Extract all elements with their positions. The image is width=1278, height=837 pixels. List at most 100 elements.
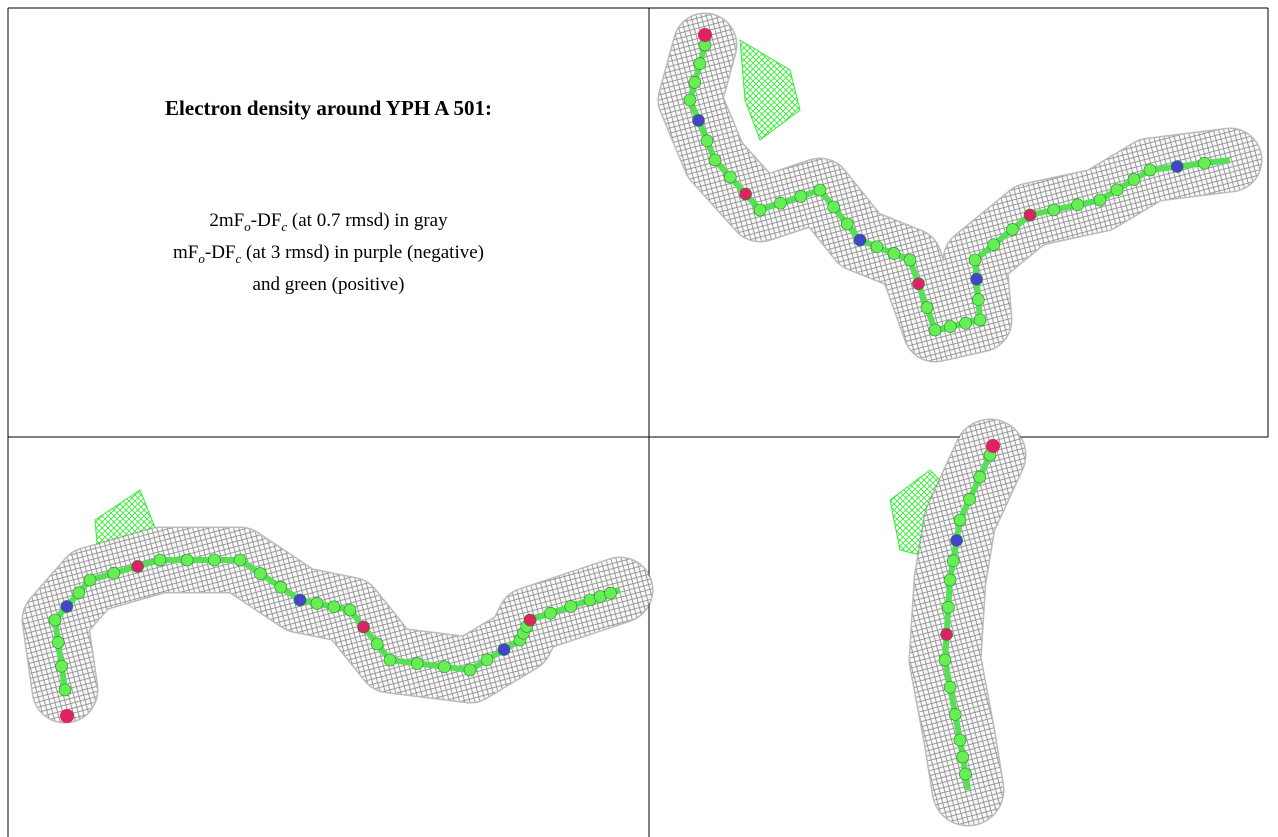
atom bbox=[1023, 208, 1037, 222]
atom bbox=[698, 28, 712, 42]
atom bbox=[497, 643, 511, 656]
legend-text: (at 0.7 rmsd) in gray bbox=[287, 210, 448, 231]
legend-text: -DF bbox=[204, 241, 236, 263]
subscript: o bbox=[244, 218, 251, 234]
atom bbox=[1047, 203, 1061, 217]
atom bbox=[310, 597, 324, 610]
atom bbox=[968, 253, 982, 267]
atom bbox=[463, 663, 477, 677]
atom bbox=[1198, 156, 1211, 170]
atom bbox=[60, 709, 74, 723]
atom bbox=[940, 628, 953, 641]
atom bbox=[604, 586, 617, 600]
atom bbox=[973, 470, 987, 484]
atom bbox=[688, 76, 702, 89]
atom bbox=[870, 240, 884, 254]
atom bbox=[131, 560, 144, 573]
atom bbox=[723, 170, 737, 184]
atom bbox=[107, 566, 121, 580]
atom bbox=[327, 600, 341, 614]
atom bbox=[953, 733, 967, 747]
atom bbox=[1143, 163, 1157, 177]
legend-text: 2mF bbox=[209, 210, 245, 231]
atom bbox=[438, 660, 451, 674]
atom bbox=[692, 114, 705, 127]
atom bbox=[948, 708, 962, 721]
atom bbox=[941, 600, 955, 614]
atom bbox=[986, 439, 1000, 453]
bond-sticks bbox=[942, 453, 993, 791]
density-mesh bbox=[23, 528, 652, 722]
atom bbox=[753, 203, 767, 217]
atom bbox=[383, 653, 397, 667]
atom bbox=[1093, 193, 1107, 207]
atom bbox=[51, 636, 65, 649]
density-images bbox=[21, 12, 1263, 827]
atom bbox=[794, 190, 808, 203]
atom bbox=[887, 247, 901, 260]
atom bbox=[180, 553, 194, 567]
atom bbox=[544, 606, 557, 620]
atom bbox=[208, 553, 221, 567]
bond-sticks bbox=[687, 44, 1231, 333]
legend-line: and green (positive) bbox=[8, 272, 649, 298]
atom bbox=[1110, 183, 1124, 197]
atom bbox=[920, 301, 934, 314]
atom bbox=[343, 603, 357, 617]
atom bbox=[928, 323, 942, 337]
subscript: c bbox=[235, 250, 242, 266]
atom bbox=[60, 600, 74, 613]
atom bbox=[233, 553, 247, 567]
table-borders bbox=[7, 7, 1269, 837]
atom bbox=[254, 567, 267, 580]
difference-density bbox=[739, 39, 801, 141]
subscript: o bbox=[198, 250, 205, 266]
atom bbox=[683, 93, 697, 107]
atom bbox=[953, 513, 967, 527]
atom bbox=[950, 534, 963, 547]
atom bbox=[564, 600, 578, 613]
atom bbox=[274, 580, 288, 594]
legend-text: mF bbox=[173, 241, 199, 263]
atom bbox=[48, 613, 62, 627]
atom bbox=[293, 593, 307, 607]
atom bbox=[153, 553, 167, 567]
atom bbox=[693, 57, 707, 71]
legend-text: -DF bbox=[250, 210, 282, 231]
atom bbox=[480, 653, 494, 667]
atom bbox=[956, 750, 970, 764]
atom bbox=[83, 573, 97, 587]
atom bbox=[1127, 173, 1141, 186]
atom bbox=[912, 277, 925, 291]
atom bbox=[943, 320, 957, 333]
atom bbox=[1170, 160, 1184, 173]
atom bbox=[1071, 198, 1084, 212]
atom bbox=[739, 187, 752, 201]
atom bbox=[58, 683, 72, 697]
atom bbox=[938, 653, 952, 667]
legend-line: 2mFo-DFc (at 0.7 rmsd) in gray bbox=[8, 208, 649, 240]
atom bbox=[72, 586, 86, 600]
legend-text: and green (positive) bbox=[252, 273, 405, 295]
atom bbox=[370, 637, 384, 651]
atom bbox=[523, 613, 537, 627]
subscript: c bbox=[281, 218, 288, 234]
atom bbox=[1006, 223, 1019, 236]
atom bbox=[708, 153, 722, 167]
atom bbox=[987, 238, 1001, 251]
atom bbox=[959, 316, 972, 330]
caption-title: Electron density around YPH A 501: bbox=[165, 96, 492, 120]
atom bbox=[959, 767, 972, 781]
atom bbox=[946, 554, 960, 568]
caption-legend: 2mFo-DFc (at 0.7 rmsd) in gray mFo-DFc (a… bbox=[8, 208, 649, 298]
atom bbox=[55, 659, 68, 673]
atom bbox=[943, 680, 957, 694]
atom bbox=[774, 196, 787, 210]
atom bbox=[963, 492, 976, 506]
atom bbox=[970, 272, 983, 286]
legend-line: mFo-DFc (at 3 rmsd) in purple (negative) bbox=[8, 240, 649, 272]
atom bbox=[853, 233, 867, 247]
legend-text: (at 3 rmsd) in purple (negative) bbox=[241, 241, 484, 263]
